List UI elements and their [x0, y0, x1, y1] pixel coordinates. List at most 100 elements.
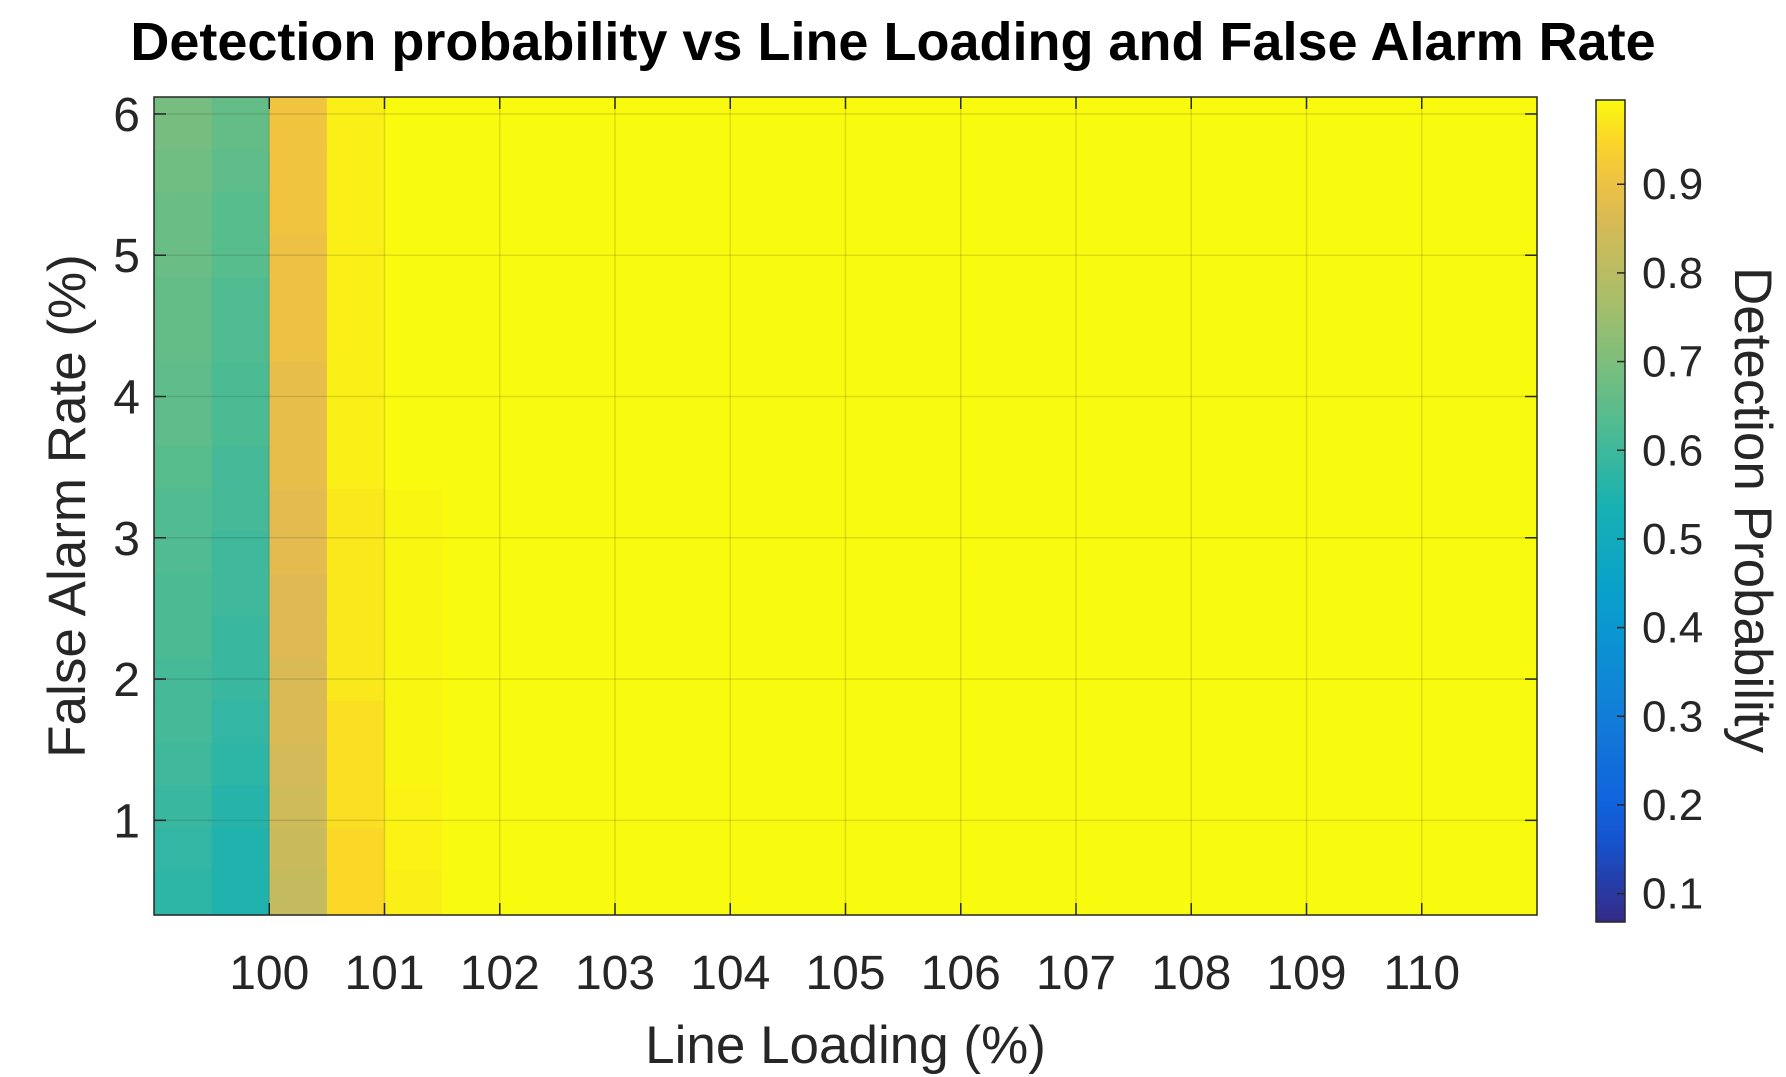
heatmap-cell [269, 827, 328, 871]
heatmap-cell [1306, 573, 1365, 617]
heatmap-cell [903, 742, 962, 786]
heatmap-cell [211, 869, 270, 916]
heatmap-cell [672, 191, 731, 235]
heatmap-cell [1191, 97, 1250, 150]
heatmap-cell [1018, 488, 1077, 532]
heatmap-cell [384, 276, 443, 320]
heatmap-cell [672, 700, 731, 744]
chart-title: Detection probability vs Line Loading an… [130, 12, 1655, 72]
heatmap-cell [672, 657, 731, 701]
heatmap-cell [499, 234, 558, 278]
heatmap-cell [326, 403, 386, 447]
heatmap-cell [269, 657, 328, 701]
heatmap-cell [903, 869, 962, 916]
heatmap-cell [903, 700, 962, 744]
heatmap-cell [1421, 97, 1480, 150]
heatmap-cell [384, 403, 443, 447]
heatmap-cell [557, 403, 616, 447]
heatmap-cell [960, 149, 1019, 193]
heatmap-cell [1479, 97, 1538, 150]
heatmap-cell [154, 488, 213, 532]
heatmap-cell [615, 445, 674, 489]
heatmap-cell [787, 742, 847, 786]
heatmap-cell [1479, 403, 1538, 447]
heatmap-cell [1306, 530, 1365, 574]
heatmap-cell [615, 530, 674, 574]
heatmap-cell [1364, 700, 1423, 744]
heatmap-cell [154, 827, 213, 871]
heatmap-cell [326, 361, 386, 405]
heatmap-cell [499, 403, 558, 447]
heatmap-cell [384, 445, 443, 489]
heatmap-cell [1018, 869, 1077, 916]
heatmap-cell [845, 657, 904, 701]
heatmap-cell [269, 318, 328, 362]
heatmap-cell [1191, 827, 1250, 871]
heatmap-cell [730, 361, 789, 405]
heatmap-cell [672, 403, 731, 447]
heatmap-cell [1248, 785, 1308, 828]
heatmap-cell [1133, 361, 1192, 405]
heatmap-cell [1364, 191, 1423, 235]
heatmap-cell [903, 403, 962, 447]
heatmap-cell [615, 488, 674, 532]
heatmap-cell [1133, 191, 1192, 235]
heatmap-cell [211, 573, 270, 617]
heatmap-cell [499, 615, 558, 659]
heatmap-cell [1248, 276, 1308, 320]
heatmap-cell [557, 318, 616, 362]
heatmap-cell [787, 573, 847, 617]
heatmap-cell [787, 869, 847, 916]
x-tick-label: 105 [805, 947, 885, 1000]
heatmap-cell [269, 361, 328, 405]
heatmap-cell [557, 276, 616, 320]
heatmap-cell [1421, 276, 1480, 320]
heatmap-cell [1191, 530, 1250, 574]
heatmap-cell [211, 97, 270, 150]
heatmap-cell [384, 869, 443, 916]
heatmap-cell [1133, 403, 1192, 447]
heatmap-cell [1191, 488, 1250, 532]
heatmap-cell [960, 742, 1019, 786]
heatmap-cell [1018, 318, 1077, 362]
heatmap-cell [384, 234, 443, 278]
heatmap-cell [845, 361, 904, 405]
heatmap-cell [1133, 488, 1192, 532]
heatmap-cell [1421, 403, 1480, 447]
heatmap-cell [211, 149, 270, 193]
heatmap-cell [1076, 742, 1135, 786]
heatmap-cell [269, 234, 328, 278]
heatmap-cell [326, 742, 386, 786]
heatmap-cell [903, 276, 962, 320]
heatmap-cell [1306, 445, 1365, 489]
heatmap-cell [442, 318, 501, 362]
heatmap-cell [384, 191, 443, 235]
heatmap-cell [1076, 657, 1135, 701]
heatmap-cell [499, 318, 558, 362]
heatmap-cell [615, 785, 674, 828]
heatmap-cell [442, 827, 501, 871]
heatmap-cell [903, 573, 962, 617]
heatmap-cell [845, 785, 904, 828]
heatmap-cell [730, 488, 789, 532]
heatmap-cell [499, 361, 558, 405]
heatmap-cell [1248, 403, 1308, 447]
heatmap-cell [1133, 149, 1192, 193]
heatmap-cell [1191, 657, 1250, 701]
heatmap-cell [615, 573, 674, 617]
x-tick-label: 109 [1266, 947, 1346, 1000]
heatmap-cell [269, 785, 328, 828]
heatmap-cell [269, 149, 328, 193]
heatmap-cell [1479, 488, 1538, 532]
heatmap-cell [1421, 530, 1480, 574]
heatmap-cell [672, 276, 731, 320]
heatmap-cell [1364, 657, 1423, 701]
heatmap-cell [154, 869, 213, 916]
heatmap-cell [1364, 615, 1423, 659]
heatmap-cell [154, 276, 213, 320]
heatmap-cell [1248, 573, 1308, 617]
heatmap-cell [1133, 742, 1192, 786]
heatmap-cell [211, 191, 270, 235]
heatmap-cell [384, 573, 443, 617]
heatmap-cell [211, 445, 270, 489]
